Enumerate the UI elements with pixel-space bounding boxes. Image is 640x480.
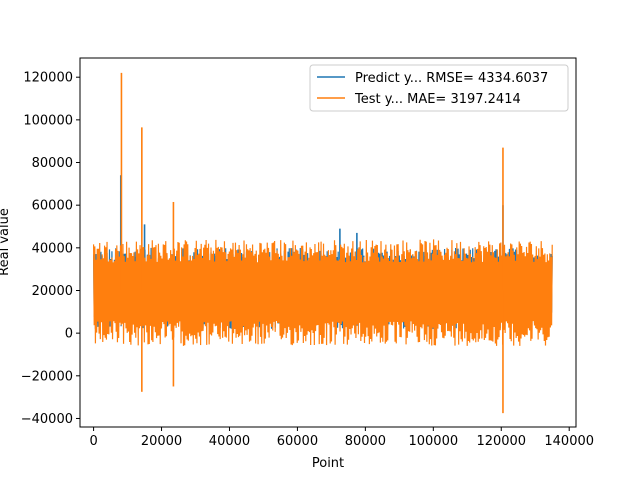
y-tick-label: 100000 bbox=[23, 113, 73, 128]
y-tick-label: 20000 bbox=[32, 284, 73, 299]
legend-entry: Predict y... RMSE= 4334.6037 bbox=[355, 71, 548, 86]
x-tick-label: 0 bbox=[89, 434, 97, 449]
x-tick-label: 20000 bbox=[141, 434, 182, 449]
series-line bbox=[92, 239, 553, 346]
x-tick-label: 40000 bbox=[209, 434, 250, 449]
x-tick-label: 120000 bbox=[476, 434, 526, 449]
y-tick-label: 0 bbox=[65, 327, 73, 342]
series-layer bbox=[92, 72, 553, 414]
x-ticks: 0 20000 40000 60000 80000 100000 120000 140000 bbox=[89, 427, 594, 449]
y-tick-label: 60000 bbox=[32, 199, 73, 214]
y-tick-label: 40000 bbox=[32, 241, 73, 256]
x-axis-label: Point bbox=[312, 456, 344, 471]
y-axis-label: Real value bbox=[0, 208, 12, 276]
x-tick-label: 100000 bbox=[408, 434, 458, 449]
y-tick-label: 80000 bbox=[32, 156, 73, 171]
series-test bbox=[92, 72, 553, 414]
axes-frame bbox=[79, 57, 577, 428]
x-tick-label: 60000 bbox=[277, 434, 318, 449]
y-ticks: −40000 −20000 0 20000 40000 60000 80000 100000 1… bbox=[21, 71, 80, 427]
x-tick-label: 140000 bbox=[544, 434, 594, 449]
legend: Predict y... RMSE= 4334.6037 Test y... MA… bbox=[309, 64, 569, 112]
y-tick-label: −20000 bbox=[21, 369, 73, 384]
legend-frame bbox=[309, 64, 569, 112]
y-tick-label: 120000 bbox=[23, 71, 73, 86]
y-tick-label: −40000 bbox=[21, 412, 73, 427]
legend-entry: Test y... MAE= 3197.2414 bbox=[354, 92, 521, 107]
x-tick-label: 80000 bbox=[345, 434, 386, 449]
